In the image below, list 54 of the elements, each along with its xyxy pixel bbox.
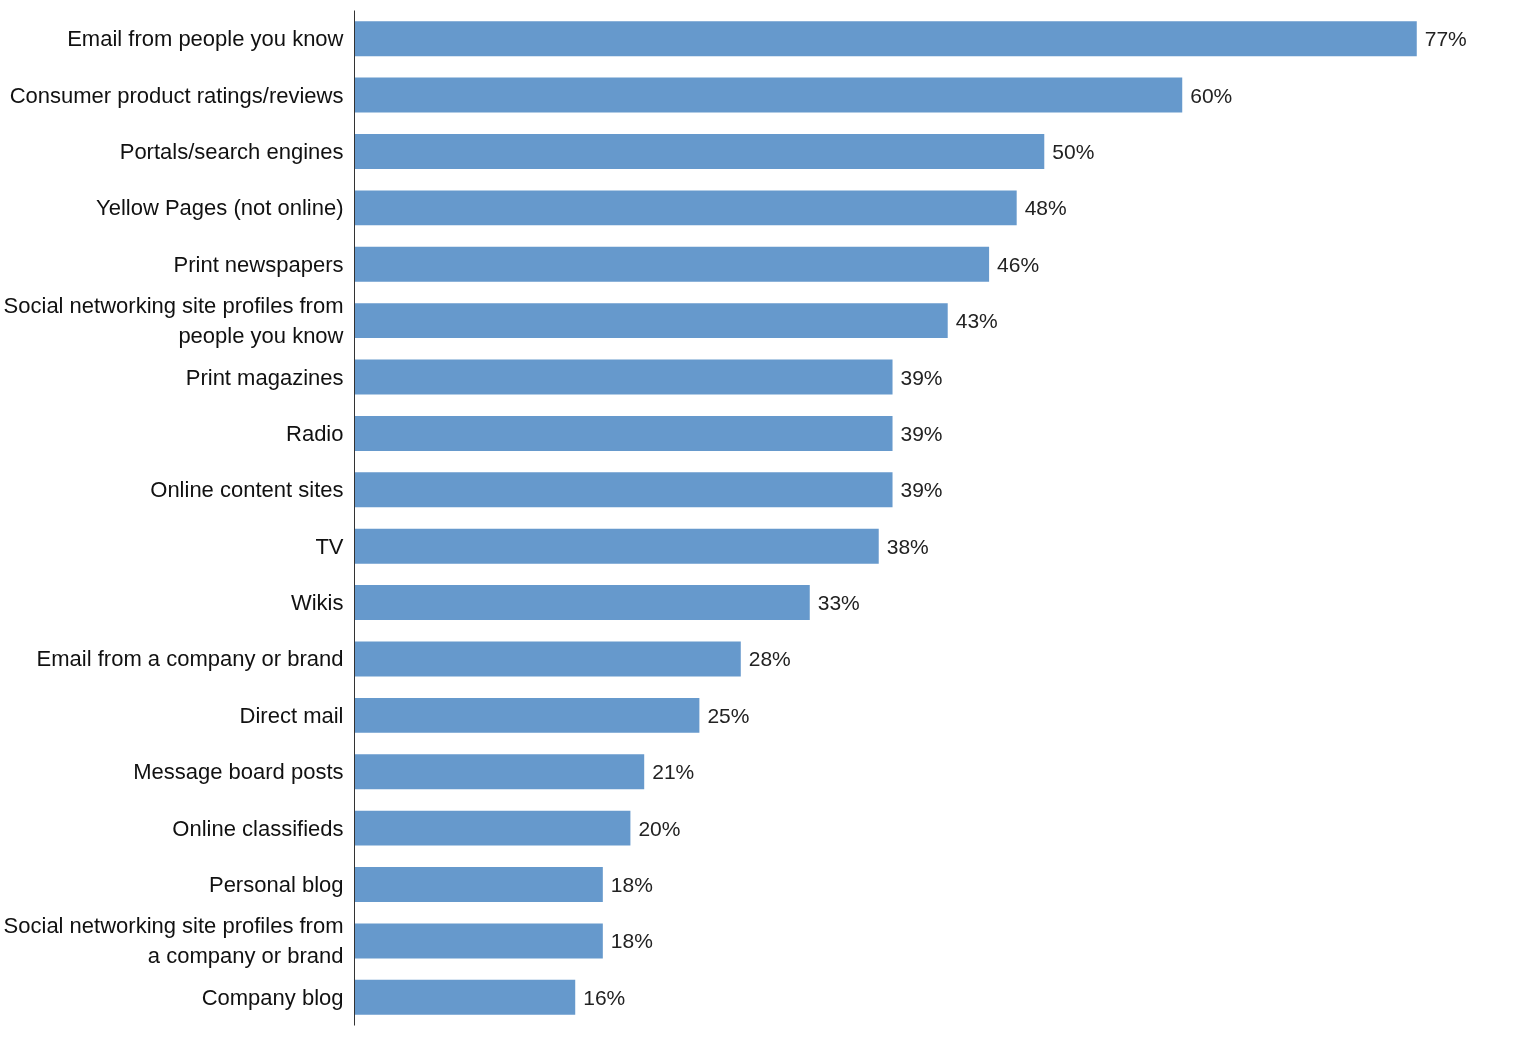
bar — [354, 754, 645, 790]
y-tick-label: Portals/search engines — [119, 138, 344, 164]
bar — [354, 641, 741, 677]
bar — [354, 528, 879, 564]
y-tick-label: Radio — [286, 420, 344, 446]
y-tick-label: Social networking site profiles from people you know — [3, 293, 344, 349]
y-tick-label: Personal blog — [208, 872, 344, 898]
bar — [354, 21, 1417, 57]
bar — [354, 867, 603, 903]
bar — [354, 415, 893, 451]
bar — [354, 303, 948, 339]
y-tick-label: Company blog — [201, 984, 344, 1010]
data-label: 43% — [955, 309, 998, 333]
y-tick-label: Online classifieds — [172, 815, 344, 841]
data-label: 25% — [707, 703, 750, 727]
y-tick-label: Email from a company or brand — [36, 646, 344, 672]
data-label: 48% — [1024, 196, 1067, 220]
data-label: 39% — [900, 365, 943, 389]
data-label: 38% — [886, 534, 929, 558]
bar — [354, 359, 893, 395]
y-tick-label: Email from people you know — [67, 26, 344, 52]
data-label: 18% — [610, 873, 653, 897]
bar — [354, 190, 1017, 226]
data-label: 18% — [610, 929, 653, 953]
bar — [354, 133, 1045, 169]
bar — [354, 472, 893, 508]
data-label: 77% — [1424, 27, 1467, 51]
bar — [354, 246, 990, 282]
data-label: 16% — [583, 985, 626, 1009]
data-label: 50% — [1052, 139, 1095, 163]
data-label: 33% — [817, 591, 860, 615]
y-tick-label: Print magazines — [185, 364, 344, 390]
data-label: 21% — [652, 760, 695, 784]
data-label: 39% — [900, 478, 943, 502]
y-tick-label: Message board posts — [133, 759, 344, 785]
data-label: 28% — [748, 647, 791, 671]
bar — [354, 979, 576, 1015]
y-tick-label: Print newspapers — [173, 251, 344, 277]
bar — [354, 77, 1183, 113]
bar — [354, 923, 603, 959]
data-label: 39% — [900, 421, 943, 445]
bar — [354, 697, 700, 733]
data-label: 20% — [638, 816, 681, 840]
y-tick-label: TV — [315, 533, 344, 559]
y-tick-label: Online content sites — [150, 477, 344, 503]
data-label: 46% — [997, 252, 1040, 276]
y-tick-label: Direct mail — [239, 702, 344, 728]
bar — [354, 585, 810, 621]
y-tick-label: Wikis — [290, 590, 344, 616]
data-label: 60% — [1190, 83, 1233, 107]
y-tick-label: Social networking site profiles from a company or brand — [3, 913, 344, 969]
y-tick-label: Consumer product ratings/reviews — [9, 82, 344, 108]
y-tick-label: Yellow Pages (not online) — [96, 195, 344, 221]
bar — [354, 810, 631, 846]
